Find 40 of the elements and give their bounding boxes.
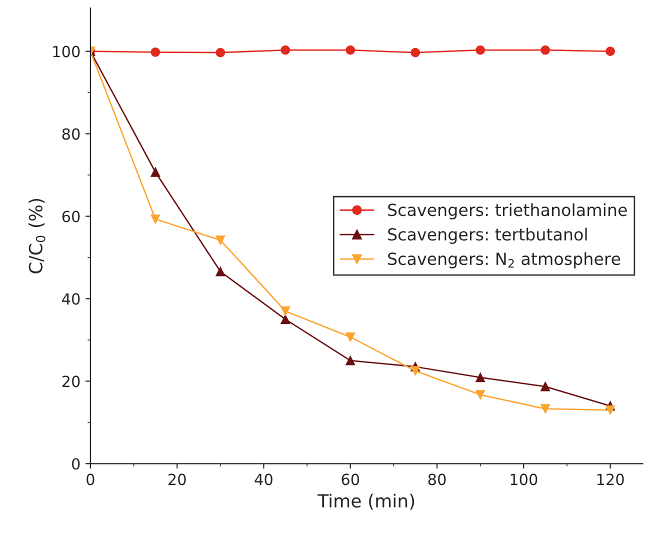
x-tick-label: 120: [597, 474, 624, 486]
point: [476, 45, 486, 55]
x-tick-label: 20: [168, 474, 186, 486]
point: [540, 382, 550, 392]
legend-label: Scavengers: N$_{2}$ atmosphere: [388, 252, 620, 268]
legend-label: Scavengers: triethanolamine: [388, 203, 627, 220]
x-tick-label: 100: [510, 474, 538, 486]
y-tick-label: 60: [62, 210, 80, 222]
legend-label: Scavengers: tertbutanol: [388, 228, 587, 244]
point: [216, 48, 226, 58]
x-tick-label: 60: [342, 474, 360, 486]
point: [476, 390, 486, 400]
point: [346, 356, 356, 366]
x-tick-label: 0: [86, 474, 94, 486]
y-tick-label: 0: [72, 458, 80, 470]
point: [410, 48, 420, 58]
point: [606, 405, 615, 415]
point: [280, 45, 290, 55]
y-tick-label: 80: [62, 128, 80, 140]
point: [150, 167, 160, 177]
x-tick-label: 40: [254, 474, 272, 486]
point: [150, 47, 160, 57]
point: [540, 404, 550, 414]
point: [346, 45, 356, 55]
point: [346, 332, 356, 342]
point: [150, 214, 160, 224]
point: [476, 372, 486, 382]
y-axis-title: C/C$_{0}$ (%): [28, 198, 46, 274]
y-tick-label: 20: [62, 376, 80, 388]
point: [606, 46, 615, 56]
point: [410, 366, 420, 376]
x-tick-label: 80: [428, 474, 446, 486]
point: [540, 45, 550, 55]
x-axis-title: Time (min): [318, 494, 414, 510]
point: [216, 235, 226, 245]
point: [280, 306, 290, 316]
y-tick-label: 100: [53, 46, 80, 58]
y-tick-label: 40: [62, 293, 80, 305]
point: [280, 314, 290, 324]
point: [216, 266, 226, 276]
